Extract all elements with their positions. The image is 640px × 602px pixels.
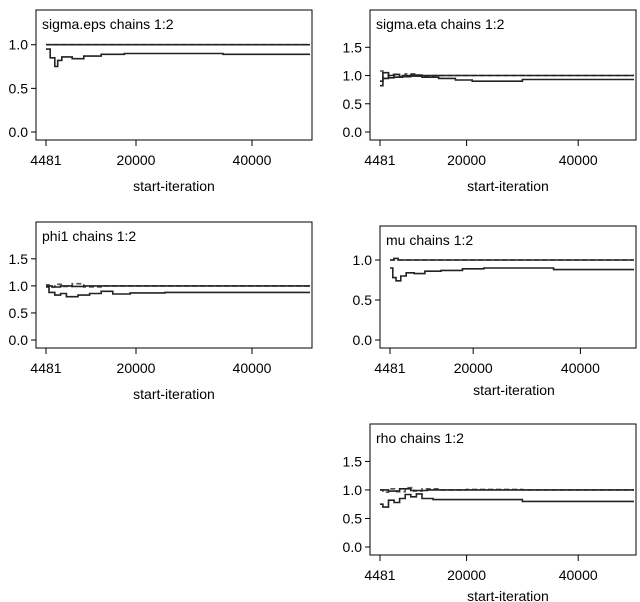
plot-frame: [35, 9, 313, 141]
x-tick-label: 40000: [561, 360, 600, 376]
y-tick-label: 1.0: [9, 278, 29, 294]
y-tick-label: 0.5: [343, 96, 363, 112]
y-tick-label: 0.0: [353, 332, 373, 348]
y-tick-label: 1.0: [343, 482, 363, 498]
x-tick-label: 4481: [30, 360, 61, 376]
y-tick-label: 0.0: [343, 124, 363, 140]
plot-panel-0: sigma.eps chains 1:2 0.0 0.5 1.0 4481 20000 40…: [9, 9, 313, 194]
series-line-2: [46, 48, 310, 68]
x-tick-label: 20000: [447, 152, 486, 168]
x-axis-label: start-iteration: [467, 588, 549, 602]
x-tick-label: 40000: [559, 152, 598, 168]
x-tick-label: 20000: [117, 152, 156, 168]
x-axis-label: start-iteration: [133, 178, 215, 194]
x-tick-label: 20000: [447, 567, 486, 583]
x-axis-label: start-iteration: [133, 386, 215, 402]
y-tick-label: 1.5: [343, 39, 363, 55]
plot-title: mu chains 1:2: [386, 232, 473, 248]
y-tick-label: 1.0: [353, 252, 373, 268]
series-line-1: [380, 74, 634, 87]
series-line-1: [390, 257, 634, 261]
y-tick-label: 0.0: [9, 332, 29, 348]
x-tick-label: 40000: [233, 152, 272, 168]
y-tick-label: 0.0: [9, 124, 29, 140]
plot-panel-4: rho chains 1:2 0.0 0.5 1.0 1.5 4481 20000 40000…: [343, 423, 637, 602]
x-tick-label: 4481: [374, 360, 405, 376]
y-tick-label: 1.5: [343, 453, 363, 469]
plot-panel-3: mu chains 1:2 0.0 0.5 1.0 4481 20000 40000 star…: [353, 225, 637, 398]
plot-panel-1: sigma.eta chains 1:2 0.0 0.5 1.0 1.5 4481 2000…: [343, 9, 637, 194]
series-line-2: [46, 286, 310, 298]
y-tick-label: 0.0: [343, 539, 363, 555]
series-line-2: [380, 493, 634, 508]
x-axis-label: start-iteration: [473, 382, 555, 398]
plot-frame: [35, 221, 313, 349]
x-tick-label: 20000: [454, 360, 493, 376]
plot-frame: [369, 9, 637, 141]
plot-frame: [379, 225, 637, 349]
plot-title: phi1 chains 1:2: [42, 228, 136, 244]
x-tick-label: 4481: [30, 152, 61, 168]
y-tick-label: 1.0: [343, 68, 363, 84]
y-tick-label: 0.5: [9, 80, 29, 96]
x-axis-label: start-iteration: [467, 178, 549, 194]
series-line-2: [390, 267, 634, 282]
plot-title: sigma.eps chains 1:2: [42, 16, 174, 32]
y-tick-label: 0.5: [9, 305, 29, 321]
series-line-2: [380, 71, 634, 82]
y-tick-label: 1.0: [9, 37, 29, 53]
plot-title: sigma.eta chains 1:2: [376, 16, 505, 32]
y-tick-label: 0.5: [343, 510, 363, 526]
y-tick-label: 0.5: [353, 292, 373, 308]
x-tick-label: 4481: [364, 567, 395, 583]
x-tick-label: 40000: [559, 567, 598, 583]
series-line-1: [46, 285, 310, 288]
x-tick-label: 20000: [117, 360, 156, 376]
x-tick-label: 4481: [364, 152, 395, 168]
plot-panel-2: phi1 chains 1:2 0.0 0.5 1.0 1.5 4481 20000 4000…: [9, 221, 313, 402]
y-tick-label: 1.5: [9, 251, 29, 267]
series-line-1: [380, 488, 634, 492]
x-tick-label: 40000: [233, 360, 272, 376]
plot-title: rho chains 1:2: [376, 430, 464, 446]
